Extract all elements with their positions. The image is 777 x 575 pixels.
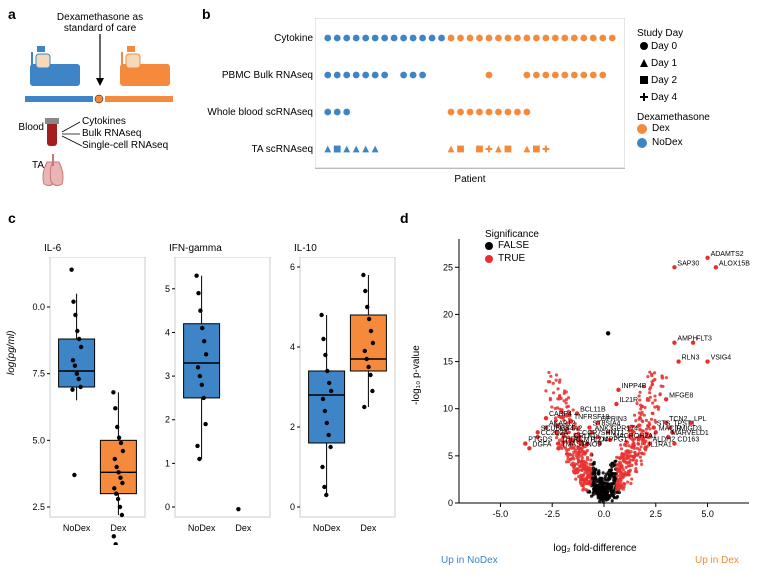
panel-a-label: a — [8, 6, 16, 22]
svg-text:SAP30: SAP30 — [677, 260, 699, 267]
svg-text:0.0: 0.0 — [598, 509, 611, 519]
svg-text:0: 0 — [448, 498, 453, 508]
panel-d-svg: -5.0 -2.5 0.0 2.5 5.0 0 5 10 15 20 25 ADAMTS2 ALOX15… — [435, 233, 765, 533]
panel-d-label: d — [400, 210, 409, 226]
svg-text:NoDex: NoDex — [63, 523, 91, 533]
panel-a-assay-0: Cytokines — [82, 116, 126, 127]
legend-group-item: Dex — [637, 123, 710, 134]
svg-text:CD163: CD163 — [677, 437, 699, 444]
svg-text:LPL: LPL — [694, 416, 707, 423]
panel-b-dotplot: Cytokine PBMC Bulk RNAseq Whole blood sc… — [205, 18, 765, 193]
panel-b-svg — [315, 18, 625, 169]
legend-day-title: Study Day — [637, 28, 710, 39]
panel-b-cat-3: TA scRNAseq — [205, 144, 313, 155]
svg-text:2.5: 2.5 — [32, 502, 45, 512]
panel-c-boxplots: log(pg/ml) IL-62.55.07.510.0NoDexDexIFN-… — [12, 225, 402, 555]
svg-text:25: 25 — [443, 262, 453, 272]
panel-d-anno-right: Up in Dex — [695, 555, 739, 566]
svg-text:7.5: 7.5 — [32, 369, 45, 379]
svg-text:10.0: 10.0 — [32, 302, 45, 312]
svg-text:2.5: 2.5 — [650, 509, 663, 519]
legend-day-item: Day 4 — [637, 90, 710, 104]
svg-text:2: 2 — [165, 415, 170, 425]
svg-text:2: 2 — [290, 422, 295, 432]
svg-text:Dex: Dex — [360, 523, 377, 533]
svg-text:15: 15 — [443, 357, 453, 367]
panel-a-ta-label: TA — [12, 160, 44, 171]
svg-text:CABP4: CABP4 — [549, 411, 572, 418]
boxplot: IFN-gamma012345NoDexDex — [157, 243, 277, 523]
svg-text:NoDex: NoDex — [188, 523, 216, 533]
legend-group-title: Dexamethasone — [637, 112, 710, 123]
panel-a-assay-1: Bulk RNAseq — [82, 128, 141, 139]
panel-d-volcano: Significance FALSETRUE -5.0-2.50.02.55.0… — [405, 225, 770, 570]
panel-d-xlabel: log₂ fold-difference — [435, 543, 755, 554]
legend-day-item: Day 2 — [637, 73, 710, 87]
svg-text:1: 1 — [165, 458, 170, 468]
panel-d-ylabel: -log₁₀ p-value — [411, 345, 422, 405]
svg-text:PNO9: PNO9 — [582, 441, 601, 448]
boxplot: IL-62.55.07.510.0NoDexDex — [32, 243, 152, 523]
svg-text:6: 6 — [290, 262, 295, 272]
boxplot: IL-100246NoDexDex — [282, 243, 402, 523]
legend-day-item: Day 1 — [637, 56, 710, 70]
panel-a-assay-2: Single-cell RNAseq — [82, 140, 168, 151]
panel-a-schematic: Dexamethasone as standard of care Blood … — [10, 24, 190, 189]
svg-text:DGFA: DGFA — [532, 441, 551, 448]
svg-text:5: 5 — [448, 451, 453, 461]
legend-day-item: Day 0 — [637, 39, 710, 53]
svg-text:RLN3: RLN3 — [682, 355, 700, 362]
svg-text:3: 3 — [165, 371, 170, 381]
svg-text:BCL11B: BCL11B — [580, 406, 606, 413]
svg-text:4: 4 — [165, 327, 170, 337]
panel-b-cat-0: Cytokine — [205, 33, 313, 44]
panel-c-ylabel: log(pg/ml) — [6, 331, 17, 375]
svg-text:5.0: 5.0 — [701, 509, 714, 519]
panel-b-cat-2: Whole blood scRNAseq — [205, 107, 313, 118]
panel-a-title: Dexamethasone as standard of care — [50, 12, 150, 34]
legend-group-item: NoDex — [637, 137, 710, 148]
svg-text:-5.0: -5.0 — [493, 509, 509, 519]
panel-a-svg — [10, 24, 190, 204]
panel-b-xlabel: Patient — [315, 174, 625, 185]
svg-text:MFGE8: MFGE8 — [669, 392, 693, 399]
svg-text:VSIG4: VSIG4 — [711, 355, 732, 362]
panel-a-blood-label: Blood — [12, 122, 44, 133]
svg-text:0: 0 — [290, 502, 295, 512]
panel-c-label: c — [8, 210, 16, 226]
panel-b-legend: Study Day Day 0 Day 1 Day 2 Day 4 Dexametha… — [637, 28, 710, 151]
svg-text:Dex: Dex — [235, 523, 252, 533]
svg-text:5: 5 — [165, 284, 170, 294]
panel-d-anno-left: Up in NoDex — [441, 555, 498, 566]
svg-text:Dex: Dex — [110, 523, 127, 533]
svg-text:ALOX15B: ALOX15B — [719, 260, 750, 267]
svg-text:0: 0 — [165, 502, 170, 512]
svg-text:4: 4 — [290, 342, 295, 352]
boxplot-title: IL-10 — [294, 243, 317, 254]
svg-text:-2.5: -2.5 — [544, 509, 560, 519]
boxplot-title: IFN-gamma — [169, 243, 222, 254]
svg-text:INPP4B: INPP4B — [622, 383, 647, 390]
boxplot-title: IL-6 — [44, 243, 61, 254]
svg-text:MPPG1: MPPG1 — [603, 437, 628, 444]
panel-b-cat-1: PBMC Bulk RNAseq — [205, 70, 313, 81]
svg-text:5.0: 5.0 — [32, 435, 45, 445]
svg-text:20: 20 — [443, 309, 453, 319]
svg-text:FLT3: FLT3 — [696, 336, 712, 343]
svg-text:IL21R: IL21R — [619, 397, 638, 404]
svg-text:ADAMTS2: ADAMTS2 — [711, 251, 744, 258]
svg-text:10: 10 — [443, 404, 453, 414]
svg-text:IL1RA1: IL1RA1 — [648, 441, 671, 448]
svg-text:NoDex: NoDex — [313, 523, 341, 533]
